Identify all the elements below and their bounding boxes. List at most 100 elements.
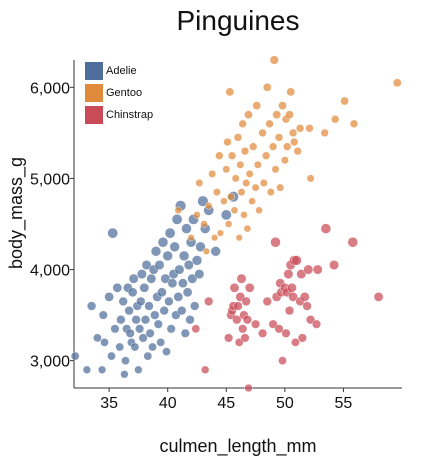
x-axis-label: culmen_length_mm (159, 436, 316, 457)
series-gentoo (174, 55, 402, 255)
y-tick-label: 6,000 (30, 80, 70, 97)
data-point (229, 282, 240, 293)
data-point (228, 151, 237, 160)
data-point (145, 328, 155, 338)
data-point (100, 338, 109, 347)
data-point (232, 315, 242, 325)
data-point (140, 315, 151, 325)
legend-label: Chinstrap (106, 109, 153, 121)
legend-label: Adelie (106, 65, 137, 77)
data-point (262, 83, 272, 92)
data-point (194, 269, 205, 279)
data-point (244, 282, 255, 293)
data-point (230, 206, 239, 215)
data-point (187, 273, 198, 284)
data-point (116, 315, 126, 325)
y-tick-label: 4,000 (30, 263, 70, 280)
data-point (258, 128, 267, 138)
data-point (222, 165, 231, 174)
data-point (238, 324, 248, 334)
data-point (236, 160, 245, 169)
data-point (266, 188, 275, 197)
data-point (93, 333, 102, 343)
data-point (164, 227, 176, 239)
axis-ticks: 35 40 45 50 55 3,000 4,000 5,000 6,000 (30, 80, 352, 412)
data-point (271, 165, 280, 174)
data-point (120, 370, 129, 379)
data-point (160, 273, 171, 284)
data-point (255, 206, 263, 215)
data-point (235, 234, 243, 242)
legend-swatch (85, 106, 103, 124)
data-point (306, 174, 315, 183)
data-point (148, 342, 157, 352)
data-point (200, 220, 208, 228)
data-point (169, 241, 180, 252)
data-point (150, 310, 160, 320)
data-point (124, 306, 134, 316)
data-point (248, 197, 256, 205)
data-point (291, 338, 300, 347)
data-point (216, 229, 224, 237)
data-point (195, 179, 204, 187)
data-point (340, 96, 349, 106)
data-points (70, 55, 402, 393)
data-point (302, 301, 312, 311)
data-point (174, 264, 185, 275)
data-point (289, 128, 298, 138)
data-point (274, 324, 284, 334)
data-point (182, 287, 193, 298)
data-point (125, 328, 135, 338)
y-tick-label: 3,000 (30, 354, 70, 371)
data-point (276, 183, 285, 192)
data-point (138, 333, 148, 343)
data-point (269, 142, 278, 151)
data-point (98, 310, 108, 320)
data-point (241, 296, 251, 307)
data-point (197, 195, 209, 207)
data-point (252, 101, 262, 110)
data-point (97, 365, 107, 374)
data-point (243, 224, 252, 233)
data-point (240, 333, 250, 343)
data-point (177, 306, 187, 316)
data-point (191, 324, 201, 334)
data-point (262, 296, 272, 307)
data-point (281, 328, 291, 338)
data-point (274, 133, 284, 142)
x-tick-label: 40 (159, 395, 177, 412)
data-point (283, 269, 294, 279)
data-point (278, 101, 287, 110)
data-point (86, 301, 97, 311)
data-point (115, 342, 124, 352)
legend-swatch (85, 62, 103, 80)
data-point (286, 87, 296, 97)
data-point (127, 287, 138, 298)
data-point (156, 338, 165, 347)
data-point (190, 301, 200, 311)
data-point (231, 174, 240, 183)
data-point (162, 250, 173, 262)
x-tick-label: 50 (276, 395, 294, 412)
x-tick-label: 55 (335, 395, 353, 412)
data-point (201, 365, 210, 374)
data-point (303, 264, 314, 275)
data-point (204, 202, 213, 210)
data-point (174, 206, 183, 215)
data-point (227, 192, 235, 201)
data-point (107, 351, 116, 361)
data-point (305, 124, 314, 133)
data-point (265, 119, 274, 128)
data-point (349, 119, 359, 128)
data-point (238, 119, 247, 128)
chart-title: Pinguines (177, 5, 300, 36)
data-point (251, 319, 261, 329)
data-point (233, 133, 243, 142)
data-point (251, 183, 260, 192)
data-point (144, 301, 154, 311)
data-point (128, 273, 139, 284)
y-tick-label: 5,000 (30, 171, 70, 188)
data-point (146, 273, 157, 284)
data-point (143, 351, 153, 361)
data-point (112, 282, 123, 293)
